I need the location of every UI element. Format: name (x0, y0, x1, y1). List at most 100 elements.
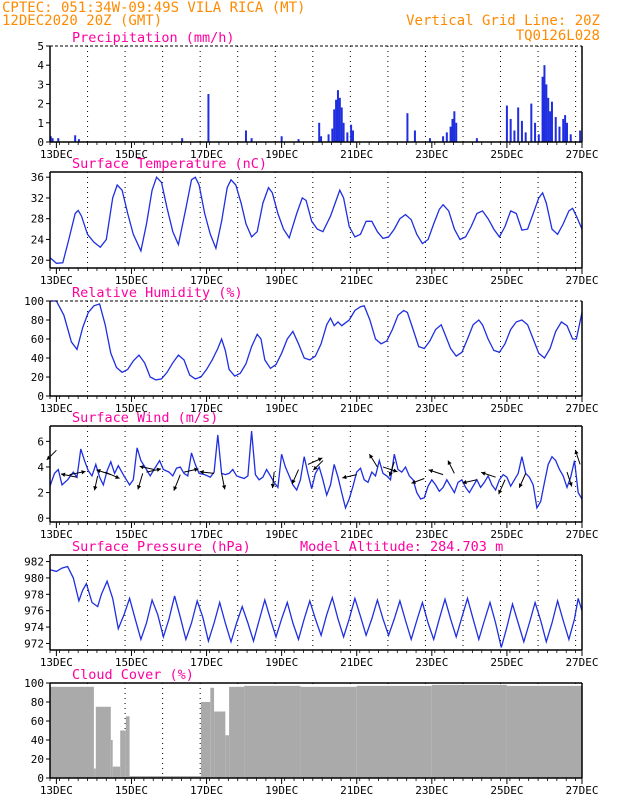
cloud-panel: Cloud Cover (%) 0 20 40 60 80 100 13DEC 15DEC 17D… (24, 667, 598, 797)
y-tick-label: 978 (24, 588, 44, 601)
precip-bar (207, 94, 210, 142)
precip-bar (333, 109, 336, 142)
temp-title: Surface Temperature (nC) (72, 156, 267, 172)
cloud-bar (506, 685, 582, 778)
precip-bar (445, 132, 448, 142)
x-tick-label: 25DEC (490, 402, 523, 415)
cloud-bar (125, 716, 130, 778)
pres-panel: Surface Pressure (hPa) Model Altitude: 28… (24, 539, 598, 669)
rh-line (50, 300, 583, 381)
x-tick-label: 17DEC (190, 402, 223, 415)
x-tick-label: 23DEC (415, 402, 448, 415)
wind-arrow-head (96, 469, 101, 474)
x-tick-label: 21DEC (340, 274, 373, 287)
precip-bar (520, 120, 523, 142)
y-tick-label: 32 (31, 192, 44, 205)
x-tick-label: 21DEC (340, 784, 373, 797)
x-tick-label: 13DEC (40, 528, 73, 541)
precip-bar (74, 135, 77, 142)
rh-title: Relative Humidity (%) (72, 285, 243, 301)
precip-bar (351, 130, 354, 142)
model-altitude: Model Altitude: 284.703 m (300, 539, 503, 555)
y-tick-label: 20 (31, 254, 44, 267)
y-tick-label: 24 (31, 233, 45, 246)
wind-arrow-head (462, 479, 467, 485)
precip-bar (545, 84, 548, 142)
x-tick-label: 19DEC (265, 784, 298, 797)
cloud-bar (95, 706, 111, 778)
precip-bar (547, 97, 550, 142)
precip-bar (550, 101, 553, 142)
x-tick-label: 17DEC (190, 148, 223, 161)
x-tick-label: 21DEC (340, 528, 373, 541)
precip-bar (340, 107, 343, 142)
wind-arrow-head (115, 474, 120, 479)
precip-bar (57, 138, 60, 142)
precip-bar (77, 139, 80, 142)
x-tick-label: 19DEC (265, 656, 298, 669)
precip-bar (51, 138, 54, 142)
wind-arrow-head (313, 465, 318, 471)
precip-bar (513, 130, 516, 142)
wind-arrow-head (392, 468, 398, 473)
precip-bar (562, 118, 565, 142)
y-tick-label: 6 (37, 435, 44, 448)
x-tick-label: 15DEC (115, 402, 148, 415)
cloud-bar (120, 730, 126, 778)
y-tick-label: 4 (37, 59, 44, 72)
precip-bar (342, 122, 345, 142)
x-tick-label: 21DEC (340, 656, 373, 669)
wind-arrow-head (317, 457, 323, 462)
cloud-bar (431, 684, 507, 778)
precip-bar (541, 76, 544, 142)
y-tick-label: 2 (37, 98, 44, 111)
precip-bar (346, 132, 349, 142)
cloud-bar (93, 768, 96, 778)
y-tick-label: 1 (37, 117, 44, 130)
x-tick-label: 19DEC (265, 274, 298, 287)
x-tick-label: 21DEC (340, 402, 373, 415)
precip-title: Precipitation (mm/h) (72, 30, 235, 46)
y-tick-label: 36 (31, 171, 44, 184)
x-tick-label: 27DEC (565, 528, 598, 541)
x-tick-label: 27DEC (565, 784, 598, 797)
precip-bar (517, 107, 520, 142)
cloud-bar (210, 687, 215, 778)
precip-bar (534, 122, 537, 142)
precip-bar (250, 138, 253, 142)
y-tick-label: 0 (37, 512, 44, 525)
precip-bar (554, 117, 557, 142)
wind-arrow-head (156, 467, 161, 472)
wind-title: Surface Wind (m/s) (72, 410, 218, 426)
y-tick-label: 20 (31, 371, 44, 384)
header-station: CPTEC: 051:34W-09:49S VILA RICA (MT) (2, 0, 305, 16)
wind-arrow-head (498, 489, 503, 495)
wind-arrow-head (270, 483, 276, 489)
cloud-bar (225, 735, 230, 778)
x-tick-label: 25DEC (490, 656, 523, 669)
wind-arrow-head (81, 470, 86, 475)
x-tick-label: 25DEC (490, 274, 523, 287)
wind-arrow-head (369, 454, 374, 459)
precip-bar (327, 134, 330, 142)
precip-bar (537, 134, 540, 142)
cloud-bar (50, 686, 94, 778)
x-tick-label: 17DEC (190, 528, 223, 541)
precip-bar (524, 132, 527, 142)
header-code: TQ0126L028 (516, 28, 600, 44)
x-tick-label: 23DEC (415, 784, 448, 797)
wind-line (49, 431, 583, 510)
wind-arrow-head (447, 460, 452, 466)
y-tick-label: 3 (37, 78, 44, 91)
y-tick-label: 2 (37, 487, 44, 500)
y-tick-label: 40 (31, 352, 44, 365)
precip-bar (350, 124, 353, 142)
wind-arrow-head (199, 470, 204, 475)
x-tick-label: 13DEC (40, 656, 73, 669)
header-run-time: 12DEC2020 20Z (GMT) (2, 13, 162, 29)
x-tick-label: 27DEC (565, 656, 598, 669)
x-tick-label: 15DEC (115, 656, 148, 669)
precip-bar (244, 130, 247, 142)
cloud-bar (244, 685, 301, 778)
wind-arrow-head (568, 482, 573, 487)
